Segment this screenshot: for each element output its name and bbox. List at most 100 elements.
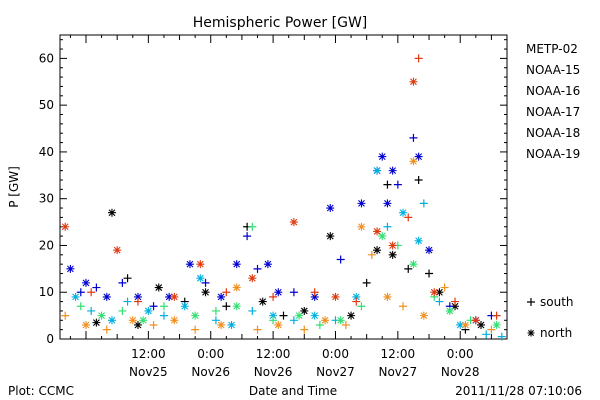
data-point-south	[362, 278, 371, 287]
y-tick-label: 10	[39, 285, 54, 299]
data-point-south	[201, 278, 210, 287]
legend-item: NOAA-18	[526, 126, 580, 140]
data-point-south	[269, 292, 278, 301]
marker-legend-label: north	[540, 326, 572, 340]
data-point-north	[492, 320, 501, 329]
data-point-north	[388, 166, 397, 175]
x-tick-label: 0:00	[197, 347, 224, 361]
legend-item: NOAA-19	[526, 147, 580, 161]
data-point-south	[76, 302, 85, 311]
data-point-south	[123, 297, 132, 306]
data-point-south	[341, 320, 350, 329]
data-point-north	[331, 292, 340, 301]
data-point-south	[118, 306, 127, 315]
data-point-north	[378, 152, 387, 161]
x-tick-label: 12:00	[381, 347, 416, 361]
data-point-north	[263, 260, 272, 269]
data-point-south	[315, 320, 324, 329]
x-tick-date-label: Nov25	[129, 365, 168, 379]
data-point-north	[289, 218, 298, 227]
data-point-north	[133, 292, 142, 301]
data-point-north	[295, 311, 304, 320]
data-point-south	[451, 297, 460, 306]
data-point-north	[357, 199, 366, 208]
series-noaa-16	[71, 166, 506, 341]
data-point-north	[373, 227, 382, 236]
data-point-south	[440, 283, 449, 292]
data-point-south	[419, 199, 428, 208]
data-point-north	[409, 157, 418, 166]
x-tick-date-label: Nov28	[441, 365, 480, 379]
data-point-south	[482, 330, 491, 339]
plot-timestamp: 2011/11/28 07:10:06	[455, 384, 582, 398]
data-point-north	[357, 222, 366, 231]
data-point-south	[191, 325, 200, 334]
data-point-north	[409, 77, 418, 86]
data-point-north	[217, 292, 226, 301]
data-point-north	[419, 311, 428, 320]
x-axis-label: Date and Time	[249, 384, 337, 398]
data-point-north	[258, 297, 267, 306]
data-point-north	[154, 283, 163, 292]
data-point-north	[191, 311, 200, 320]
data-point-north	[180, 302, 189, 311]
data-point-south	[149, 320, 158, 329]
data-point-north	[81, 278, 90, 287]
data-point-north	[217, 320, 226, 329]
data-point-north	[128, 316, 137, 325]
data-point-south	[497, 332, 506, 341]
data-point-south	[300, 325, 309, 334]
data-point-north	[248, 274, 257, 283]
data-point-south	[352, 297, 361, 306]
legend-item: NOAA-17	[526, 105, 580, 119]
data-point-north	[274, 320, 283, 329]
data-point-north	[326, 232, 335, 241]
data-point-south	[102, 325, 111, 334]
marker-legend-symbol	[527, 329, 535, 337]
data-point-north	[107, 316, 116, 325]
x-tick-label: 12:00	[256, 347, 291, 361]
data-point-south	[393, 180, 402, 189]
data-point-north	[435, 288, 444, 297]
data-point-south	[383, 222, 392, 231]
data-point-south	[123, 274, 132, 283]
legend-item: NOAA-16	[526, 84, 580, 98]
data-point-south	[289, 288, 298, 297]
data-point-north	[107, 208, 116, 217]
data-point-south	[404, 264, 413, 273]
data-point-south	[435, 297, 444, 306]
y-tick-label: 50	[39, 98, 54, 112]
series-noaa-17	[76, 222, 501, 329]
data-point-north	[378, 232, 387, 241]
x-tick-date-label: Nov26	[254, 365, 293, 379]
data-point-north	[232, 283, 241, 292]
data-point-north	[170, 292, 179, 301]
data-point-north	[326, 204, 335, 213]
data-point-south	[404, 213, 413, 222]
data-point-north	[321, 316, 330, 325]
data-point-south	[92, 283, 101, 292]
data-point-north	[383, 199, 392, 208]
x-tick-label: 0:00	[447, 347, 474, 361]
data-point-north	[170, 316, 179, 325]
data-point-south	[487, 325, 496, 334]
series-legend: METP-02 NOAA-15 NOAA-16 NOAA-17 NOAA-18 NOAA-…	[526, 42, 580, 161]
data-point-north	[373, 166, 382, 175]
data-point-south	[399, 302, 408, 311]
marker-legend: south north	[527, 295, 574, 340]
data-point-north	[196, 260, 205, 269]
marker-legend-label: south	[540, 295, 574, 309]
data-point-south	[336, 255, 345, 264]
data-point-north	[373, 246, 382, 255]
data-point-north	[414, 152, 423, 161]
data-point-north	[97, 311, 106, 320]
x-axis: 12:00 Nov25 0:00 Nov26 12:00 Nov26 0:00 Nov27 12…	[69, 35, 508, 379]
y-tick-label: 0	[46, 332, 54, 346]
legend-item: NOAA-15	[526, 63, 580, 77]
data-point-north	[347, 311, 356, 320]
data-point-south	[159, 302, 168, 311]
data-point-south	[243, 232, 252, 241]
data-point-north	[414, 236, 423, 245]
data-point-south	[253, 264, 262, 273]
marker-legend-symbol	[527, 298, 535, 306]
